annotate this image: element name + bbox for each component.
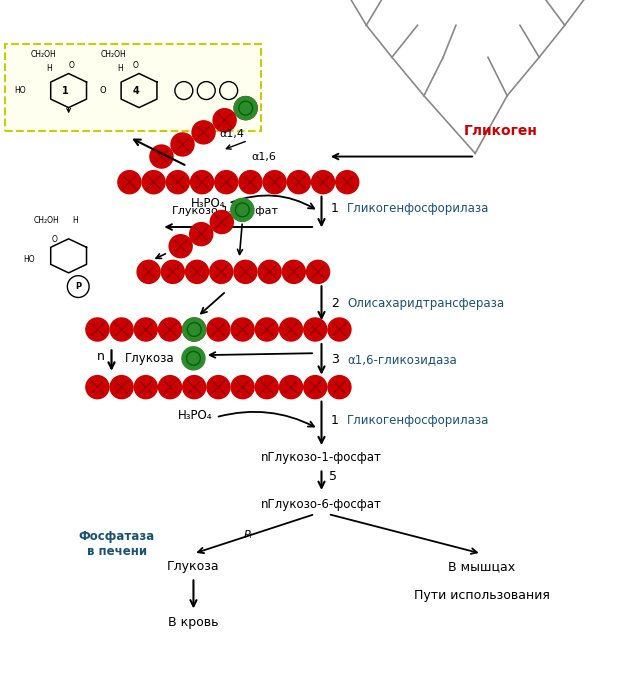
Text: Глукоза: Глукоза [167,560,220,573]
Circle shape [231,199,254,222]
Text: O: O [69,61,75,70]
Circle shape [182,347,205,370]
Circle shape [167,171,189,194]
Text: P: P [75,282,81,291]
Text: CH₂OH: CH₂OH [33,216,59,224]
Circle shape [207,375,230,398]
Circle shape [190,171,213,194]
Circle shape [207,318,230,341]
Text: 5: 5 [329,470,337,483]
Circle shape [234,97,257,120]
Circle shape [239,171,262,194]
Circle shape [210,260,233,284]
Circle shape [280,318,303,341]
Text: CH₂OH: CH₂OH [100,50,126,59]
Text: α1,4: α1,4 [219,129,244,139]
Text: O: O [99,86,106,95]
Text: Олисахаридтрансфераза: Олисахаридтрансфераза [347,296,504,309]
Text: H: H [72,216,78,224]
Text: H: H [46,65,52,73]
Circle shape [161,260,185,284]
Text: Гликоген: Гликоген [464,124,538,138]
Circle shape [183,318,206,341]
Circle shape [110,375,133,398]
Text: H: H [117,65,123,73]
Circle shape [150,145,173,168]
Circle shape [303,375,327,398]
Circle shape [192,121,215,144]
Circle shape [118,171,141,194]
Circle shape [336,171,359,194]
Circle shape [303,318,327,341]
Circle shape [213,109,236,132]
Circle shape [255,375,278,398]
Text: H₃PO₄: H₃PO₄ [178,409,213,422]
Circle shape [234,97,257,120]
Circle shape [328,375,351,398]
FancyBboxPatch shape [5,44,260,131]
Text: CH₂OH: CH₂OH [30,50,56,59]
Circle shape [231,375,254,398]
Circle shape [287,171,311,194]
Text: 1: 1 [331,413,339,426]
Text: В кровь: В кровь [168,616,219,629]
Text: 4: 4 [132,86,140,96]
Circle shape [311,171,334,194]
Text: α1,6: α1,6 [251,152,276,162]
Circle shape [231,318,254,341]
Text: В мышцах: В мышцах [448,560,515,573]
Circle shape [190,222,213,245]
Circle shape [158,375,181,398]
Text: Гликогенфосфорилаза: Гликогенфосфорилаза [347,202,489,216]
Text: Глукозо-1-фосфат: Глукозо-1-фосфат [172,206,279,216]
Circle shape [134,318,158,341]
Circle shape [142,171,165,194]
Circle shape [86,375,109,398]
Circle shape [328,318,351,341]
Text: 3: 3 [331,353,339,366]
Text: HO: HO [24,255,35,265]
Circle shape [255,318,278,341]
Circle shape [234,260,257,284]
Text: Pᵢ: Pᵢ [244,530,252,540]
Text: Гликогенфосфорилаза: Гликогенфосфорилаза [347,413,489,426]
Circle shape [263,171,286,194]
Circle shape [183,318,206,341]
Circle shape [169,235,192,258]
Text: nГлукозо-1-фосфат: nГлукозо-1-фосфат [261,451,382,464]
Circle shape [280,375,303,398]
Text: nГлукозо-6-фосфат: nГлукозо-6-фосфат [261,498,382,511]
Circle shape [86,318,109,341]
Text: HO: HO [14,86,26,95]
Text: Пути использования: Пути использования [413,589,550,602]
Text: Глукоза: Глукоза [125,352,174,365]
Text: Фосфатаза
в печени: Фосфатаза в печени [78,530,155,558]
Circle shape [282,260,305,284]
Text: 1: 1 [62,86,69,96]
Text: O: O [133,61,139,70]
Circle shape [110,318,133,341]
Text: α1,6-гликозидаза: α1,6-гликозидаза [347,353,457,366]
Circle shape [158,318,181,341]
Text: 1: 1 [331,202,339,216]
Circle shape [186,260,208,284]
Text: n: n [96,350,105,363]
Circle shape [210,211,233,233]
Circle shape [137,260,160,284]
Circle shape [307,260,330,284]
Text: H₃PO₄: H₃PO₄ [191,197,226,210]
Circle shape [258,260,281,284]
Circle shape [171,133,194,156]
Text: 2: 2 [331,296,339,309]
Circle shape [215,171,238,194]
Text: O: O [51,235,57,243]
Circle shape [134,375,158,398]
Circle shape [183,375,206,398]
